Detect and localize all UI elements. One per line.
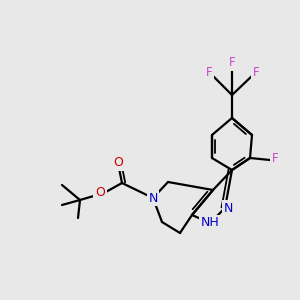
Text: NH: NH (201, 217, 219, 230)
Text: F: F (253, 65, 259, 79)
Text: F: F (229, 56, 235, 70)
Text: F: F (272, 152, 278, 164)
Text: N: N (223, 202, 233, 214)
Text: N: N (148, 191, 158, 205)
Text: O: O (95, 187, 105, 200)
Text: O: O (113, 157, 123, 169)
Text: F: F (206, 67, 212, 80)
